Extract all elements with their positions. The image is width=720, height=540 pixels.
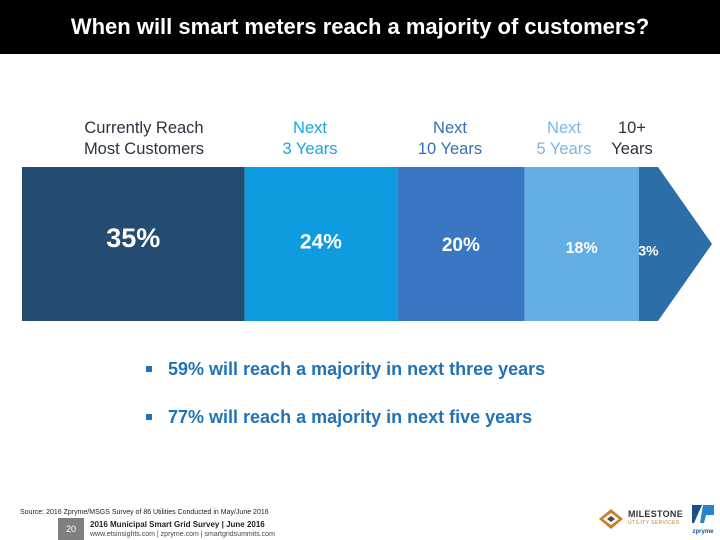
slide-title: When will smart meters reach a majority … [0,0,720,54]
bar-segment-currently-reach [22,167,245,321]
milestone-name: MILESTONE [628,509,684,519]
value-label: 35% [106,223,160,253]
zpryme-mark-icon [692,505,714,523]
value-label: 18% [566,240,598,257]
category-label-line: 10+ [618,119,646,137]
bullet-item: 59% will reach a majority in next three … [146,356,545,382]
page-number: 20 [58,518,84,540]
value-label: 20% [442,235,480,256]
category-label-line: 10 Years [417,140,483,158]
key-findings-list: 59% will reach a majority in next three … [146,356,545,452]
milestone-logo: MILESTONE UTILITY SERVICES [598,508,683,530]
bar-segment-10-plus-years [638,167,712,321]
bullet-text: 77% will reach a majority in next five y… [168,406,533,427]
category-label-line: Currently Reach [84,119,204,137]
footer-info: 2016 Municipal Smart Grid Survey | June … [90,520,275,540]
value-label: 3% [638,243,659,259]
category-label-line: Years [611,140,653,158]
category-label-line: Next [547,119,581,137]
category-label-line: 5 Years [536,140,592,158]
footer-survey-title: 2016 Municipal Smart Grid Survey | June … [90,520,265,529]
category-label-line: Next [293,119,327,137]
square-bullet-icon [146,414,152,420]
bullet-item: 77% will reach a majority in next five y… [146,404,545,430]
category-label-line: Next [433,119,467,137]
category-label-next-3-years: Next 3 Years [260,118,360,160]
bar-segment-next-3-years [244,167,398,321]
milestone-diamond-icon [599,509,623,529]
category-label-line: 3 Years [282,140,338,158]
square-bullet-icon [146,366,152,372]
bar-segment-next-5-years [524,167,639,321]
value-label: 24% [300,231,342,254]
footer-links: www.etsinsights.com | zpryme.com | smart… [90,531,275,538]
bar-segment-next-10-years [397,167,525,321]
zpryme-name: zpryme [692,529,714,535]
milestone-subtitle: UTILITY SERVICES [628,520,680,526]
source-note: Source: 2016 Zpryme/MSGS Survey of 86 Ut… [20,509,269,516]
bullet-text: 59% will reach a majority in next three … [168,358,546,379]
zpryme-logo: zpryme [690,504,716,535]
category-label-currently-reach: Currently Reach Most Customers [72,118,216,160]
category-label-next-10-years: Next 10 Years [400,118,500,160]
category-label-next-5-years: Next 5 Years [528,118,600,160]
category-label-line: Most Customers [83,140,205,158]
category-label-10-plus-years: 10+ Years [602,118,662,160]
